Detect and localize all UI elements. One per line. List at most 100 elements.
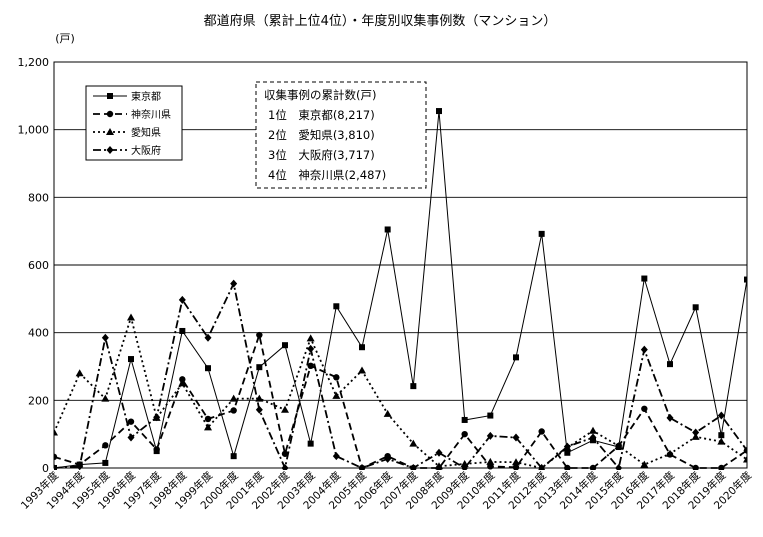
data-point: [179, 376, 186, 383]
series-triangle: [54, 313, 747, 470]
data-point: [461, 416, 468, 423]
summary-row-1: 1位 東京都(8,217): [268, 108, 375, 122]
data-point: [383, 409, 392, 417]
legend-item: 東京都: [93, 90, 161, 103]
data-point: [332, 391, 341, 399]
y-tick-label: 400: [28, 327, 49, 340]
data-point: [435, 448, 443, 457]
data-point: [744, 276, 747, 283]
data-point: [333, 374, 340, 381]
series-line: [54, 314, 747, 469]
data-point: [307, 362, 314, 370]
data-point: [76, 462, 84, 470]
data-point: [332, 452, 340, 461]
data-point: [718, 464, 725, 470]
data-point: [436, 108, 442, 115]
data-point: [127, 433, 135, 442]
data-point: [102, 442, 109, 449]
summary-row-3: 3位 大阪府(3,717): [268, 148, 375, 162]
data-point: [717, 411, 725, 420]
y-tick-label: 600: [28, 259, 49, 272]
data-point: [563, 442, 571, 451]
data-point: [461, 430, 468, 438]
data-point: [589, 433, 597, 442]
summary-row-4: 4位 神奈川県(2,487): [268, 168, 386, 182]
data-point: [564, 449, 571, 456]
data-point: [333, 303, 340, 310]
y-tick-label: 800: [28, 191, 49, 204]
data-point: [102, 459, 109, 466]
data-point: [107, 93, 113, 99]
data-point: [614, 442, 623, 450]
data-point: [282, 342, 288, 349]
data-point: [512, 458, 520, 466]
y-tick-label: 1,000: [18, 124, 50, 137]
data-point: [641, 405, 648, 412]
data-point: [127, 313, 135, 321]
data-point: [564, 464, 571, 470]
chart-title: 都道府県（累計上位4位）・年度別収集事例数（マンション）: [204, 13, 557, 29]
data-point: [101, 333, 109, 342]
data-point: [589, 464, 597, 470]
data-point: [640, 345, 648, 354]
summary-row-2: 2位 愛知県(3,810): [268, 128, 375, 142]
data-point: [204, 333, 212, 342]
data-point: [153, 413, 161, 422]
data-point: [307, 344, 315, 353]
series-line: [54, 280, 747, 470]
data-point: [538, 428, 545, 435]
summary-box-frame: [255, 81, 427, 189]
data-point: [358, 464, 366, 470]
data-point: [178, 379, 187, 387]
data-point: [307, 440, 314, 447]
data-point: [538, 230, 545, 237]
data-point: [717, 437, 726, 445]
data-point: [435, 462, 443, 470]
data-point: [127, 418, 135, 425]
y-axis-unit-label: (戸): [55, 32, 75, 45]
data-point: [306, 334, 315, 342]
series-layer: [54, 108, 747, 470]
data-point: [615, 464, 623, 470]
data-point: [666, 413, 674, 422]
summary-box: 収集事例の累計数(戸) 1位 東京都(8,217) 2位 愛知県(3,810) …: [255, 81, 427, 189]
y-tick-label: 200: [28, 394, 49, 407]
data-point: [718, 432, 725, 439]
data-point: [255, 394, 264, 402]
data-point: [204, 415, 212, 423]
data-point: [230, 279, 238, 288]
data-point: [486, 431, 494, 440]
data-point: [743, 455, 747, 463]
series-line: [54, 111, 747, 469]
legend-label: 神奈川県: [131, 108, 171, 121]
legend-label: 愛知県: [131, 126, 161, 139]
x-tick-labels: 1993年度1994年度1995年度1996年度1997年度1998年度1999…: [18, 469, 754, 512]
series-square: [54, 108, 747, 470]
legend-label: 東京都: [131, 90, 161, 103]
data-point: [384, 226, 391, 233]
data-point: [461, 464, 469, 470]
y-tick-labels: 0 200 400 600 800 1,000 1,200: [18, 56, 50, 475]
data-point: [281, 450, 289, 457]
data-point: [54, 464, 58, 470]
data-point: [256, 331, 263, 339]
data-point: [54, 428, 58, 436]
data-point: [384, 454, 392, 463]
data-point: [641, 275, 648, 282]
data-point: [743, 446, 747, 455]
data-point: [410, 383, 417, 390]
data-point: [692, 304, 699, 311]
data-point: [230, 453, 237, 460]
data-point: [106, 146, 114, 154]
data-point: [512, 433, 520, 442]
data-point: [75, 369, 84, 377]
y-tick-label: 0: [42, 462, 49, 475]
data-point: [692, 428, 700, 437]
data-point: [230, 407, 237, 414]
data-point: [666, 449, 674, 457]
data-point: [538, 464, 546, 470]
data-point: [281, 464, 289, 470]
data-point: [106, 128, 114, 135]
